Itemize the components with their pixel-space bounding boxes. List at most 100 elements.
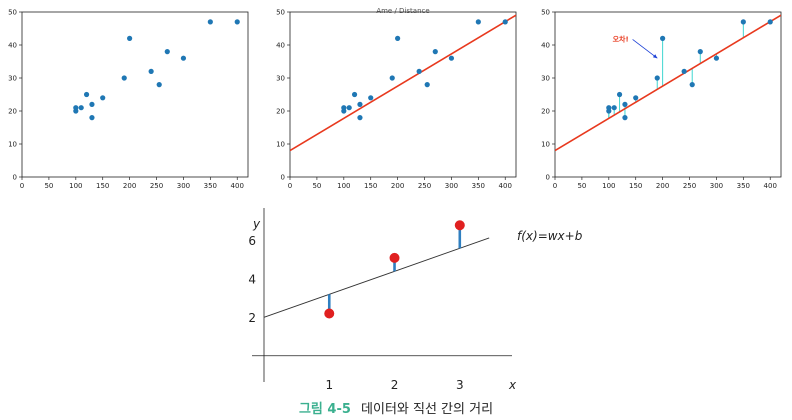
y-tick-label: 6 <box>248 234 256 248</box>
x-tick-label: 300 <box>445 182 458 190</box>
y-tick-label: 50 <box>276 9 285 17</box>
y-tick-label: 40 <box>276 42 285 50</box>
plot-frame <box>554 11 782 178</box>
x-tick-label: 200 <box>123 182 136 190</box>
y-tick-label: 0 <box>13 174 17 182</box>
y-tick-label: 10 <box>276 141 285 149</box>
data-point <box>395 35 401 42</box>
data-point <box>180 55 187 61</box>
data-point <box>502 19 508 25</box>
x-tick-label: 100 <box>602 182 615 190</box>
x-tick-label: 50 <box>312 182 321 190</box>
regression-line <box>263 237 490 318</box>
data-point <box>121 75 127 81</box>
x-tick-label: 0 <box>288 182 292 190</box>
arrow-head <box>652 54 658 59</box>
data-point <box>448 55 455 61</box>
x-tick-label: 350 <box>204 182 217 190</box>
data-point <box>78 105 84 111</box>
data-point <box>697 49 703 55</box>
data-point <box>127 35 133 42</box>
x-tick-label: 200 <box>656 182 669 190</box>
data-point <box>156 82 162 88</box>
data-point <box>148 68 154 74</box>
data-point <box>713 55 720 61</box>
data-point <box>389 75 395 81</box>
data-point <box>341 105 347 111</box>
y-tick-label: 4 <box>248 272 256 286</box>
y-axis-label: y <box>252 217 261 231</box>
caption-text: 데이터와 직선 간의 거리 <box>361 402 494 417</box>
x-tick-label: 400 <box>499 182 512 190</box>
data-point <box>357 115 363 121</box>
y-tick-label: 30 <box>541 75 550 83</box>
x-tick-label: 50 <box>44 182 53 190</box>
data-point <box>346 105 352 111</box>
data-point <box>83 91 90 98</box>
y-tick-label: 10 <box>8 141 17 149</box>
data-point <box>389 252 400 263</box>
y-tick-label: 40 <box>541 42 550 50</box>
x-tick-label: 150 <box>629 182 642 190</box>
scatter-plot-with-residuals: 0 10 20 30 40 50 0 50 100 150 200 250 300 350 400 오차! <box>541 9 782 190</box>
x-tick-label: 250 <box>150 182 163 190</box>
y-tick-label: 2 <box>248 311 256 325</box>
data-point <box>622 101 628 107</box>
data-point <box>234 19 240 25</box>
line-distance-diagram: y x 2 4 6 1 2 3 f(x)=wx+b <box>248 208 583 392</box>
y-tick-label: 40 <box>8 42 17 50</box>
data-point <box>616 91 623 98</box>
data-point <box>164 49 170 55</box>
data-point <box>475 19 481 25</box>
x-tick-label: 150 <box>96 182 109 190</box>
scatter-plot-with-fit-line: Ame / Distance 0 10 20 30 40 50 0 50 100 150 200 250… <box>276 7 517 190</box>
data-point <box>368 95 374 101</box>
x-tick-label: 3 <box>456 378 464 392</box>
data-point <box>89 115 95 121</box>
x-tick-label: 400 <box>231 182 244 190</box>
error-label: 오차! <box>613 34 629 43</box>
chart-title: Ame / Distance <box>376 7 429 15</box>
x-tick-label: 300 <box>177 182 190 190</box>
x-tick-label: 150 <box>364 182 377 190</box>
data-point <box>424 82 430 88</box>
arrow-line <box>632 39 658 59</box>
y-tick-label: 30 <box>8 75 17 83</box>
y-tick-label: 50 <box>541 9 550 17</box>
data-point <box>207 19 213 25</box>
data-point <box>767 19 773 25</box>
fit-line <box>555 14 781 152</box>
y-tick-label: 10 <box>541 141 550 149</box>
x-tick-label: 350 <box>737 182 750 190</box>
data-point <box>351 91 358 98</box>
x-tick-label: 100 <box>337 182 350 190</box>
plot-frame <box>21 11 249 178</box>
x-tick-label: 0 <box>553 182 557 190</box>
data-point <box>654 75 660 81</box>
x-tick-label: 200 <box>391 182 404 190</box>
data-point <box>660 35 666 42</box>
y-tick-label: 30 <box>276 75 285 83</box>
caption-number: 그림 4-5 <box>298 402 351 417</box>
x-tick-label: 2 <box>391 378 399 392</box>
x-tick-label: 250 <box>683 182 696 190</box>
x-tick-label: 50 <box>577 182 586 190</box>
data-point <box>689 82 695 88</box>
data-point <box>89 101 95 107</box>
data-point <box>324 308 335 319</box>
y-tick-label: 20 <box>541 108 550 116</box>
y-tick-label: 0 <box>281 174 285 182</box>
fit-line <box>290 14 516 152</box>
data-point <box>633 95 639 101</box>
line-equation: f(x)=wx+b <box>517 229 583 243</box>
x-tick-label: 300 <box>710 182 723 190</box>
y-tick-label: 20 <box>8 108 17 116</box>
data-point <box>606 105 612 111</box>
data-point <box>740 19 746 25</box>
x-tick-label: 0 <box>20 182 24 190</box>
data-point <box>432 49 438 55</box>
data-point <box>73 105 79 111</box>
data-point <box>681 68 687 74</box>
y-tick-label: 50 <box>8 9 17 17</box>
